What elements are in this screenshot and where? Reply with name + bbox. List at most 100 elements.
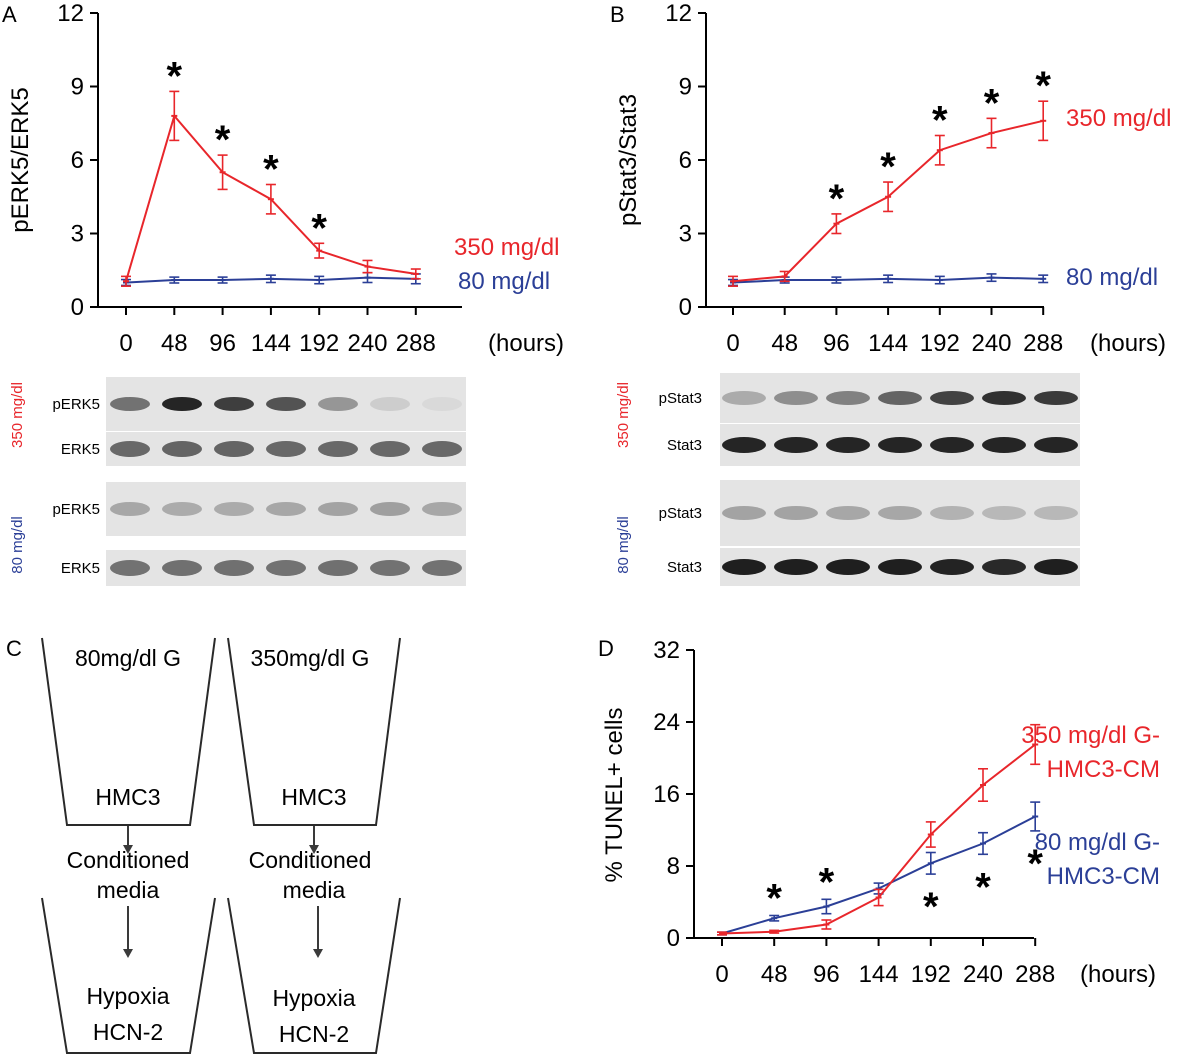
chart-a-x-tick-label: 288 <box>396 330 436 357</box>
chart-a-significance-star: * <box>311 206 327 250</box>
chart-b-y-tick-label: 12 <box>665 0 692 27</box>
blot-b-band <box>722 559 766 575</box>
chart-b-significance-star: * <box>984 81 1000 125</box>
chart-b-y-tick-label: 0 <box>679 294 692 321</box>
chart-a-x-tick-label: 192 <box>299 330 339 357</box>
blot-a-row-label: ERK5 <box>61 560 100 577</box>
blot-a-band <box>214 441 254 457</box>
blot-a-band <box>422 560 462 576</box>
chart-d-series-label: HMC3-CM <box>1047 756 1160 783</box>
blot-a-band <box>266 441 306 457</box>
chart-d-series-label: 350 mg/dl G- <box>1021 722 1160 749</box>
chart-a-x-tick-label: 96 <box>209 330 236 357</box>
blot-a-band <box>318 397 358 411</box>
chart-a-x-tick-label: 144 <box>251 330 291 357</box>
arrowhead-right-2 <box>313 949 323 958</box>
top-dish-left <box>41 637 216 826</box>
blot-b-band <box>1034 391 1078 405</box>
chart-d-y-label: % TUNEL+ cells <box>601 708 628 883</box>
blot-b-band <box>722 391 766 405</box>
chart-a-x-unit: (hours) <box>488 330 564 357</box>
left-media-line-1: Conditioned <box>67 847 190 873</box>
right-media-line-1: Conditioned <box>249 847 372 873</box>
chart-b-significance-star: * <box>932 99 948 143</box>
blot-b-band <box>1034 559 1078 575</box>
chart-d-series-label: 80 mg/dl G- <box>1035 829 1160 856</box>
blot-a-band <box>162 441 202 457</box>
chart-b-x-tick-label: 288 <box>1023 330 1063 357</box>
western-blot-b: pStat3 Stat3 pStat3 Stat3 350 mg/dl 80 mg/dl <box>615 373 1080 586</box>
chart-d-y-tick-label: 32 <box>653 637 680 664</box>
chart-d-significance-star: * <box>975 865 991 909</box>
blot-a-row-label: pERK5 <box>52 396 100 413</box>
chart-d-x-tick-label: 240 <box>963 961 1003 988</box>
blot-a-band <box>162 560 202 576</box>
chart-a-series-label: 80 mg/dl <box>458 268 550 295</box>
blot-a-band <box>266 502 306 516</box>
bottom-dish-left <box>41 897 216 1054</box>
blot-a-band <box>110 502 150 516</box>
chart-a-y-label: pERK5/ERK5 <box>7 87 34 232</box>
top-dish-right <box>227 637 401 826</box>
chart-a-y-tick-label: 6 <box>71 147 84 174</box>
blot-a-band <box>422 397 462 411</box>
blot-a-band <box>214 397 254 411</box>
blot-a-band <box>110 560 150 576</box>
chart-d-y-tick-label: 16 <box>653 781 680 808</box>
blot-a-condition-low: 80 mg/dl <box>9 516 26 574</box>
chart-b-series-label: 80 mg/dl <box>1066 264 1158 291</box>
blot-b-band <box>878 559 922 575</box>
blot-a-band <box>370 397 410 411</box>
blot-b-band <box>878 391 922 405</box>
chart-a-y-tick-label: 9 <box>71 74 84 101</box>
arrowhead-left-2 <box>123 949 133 958</box>
blot-a-band <box>370 560 410 576</box>
chart-b-y-tick-label: 6 <box>679 147 692 174</box>
blot-a-band <box>318 560 358 576</box>
chart-b-significance-star: * <box>880 145 896 189</box>
right-hypoxia-label: Hypoxia <box>272 985 355 1011</box>
right-cell-label: HMC3 <box>281 784 346 810</box>
chart-a-x-tick-label: 48 <box>161 330 188 357</box>
chart-a-significance-star: * <box>167 54 183 98</box>
bottom-dish-right <box>227 897 401 1054</box>
blot-b-band <box>826 559 870 575</box>
left-hcn-label: HCN-2 <box>93 1019 163 1045</box>
blot-a-row-label: pERK5 <box>52 501 100 518</box>
chart-d-significance-star: * <box>923 885 939 929</box>
chart-d-x-tick-label: 144 <box>859 961 899 988</box>
blot-a-band <box>370 441 410 457</box>
chart-b: 0 3 6 9 12 0 48 96 144 192 240 288 (hours) pStat3/Sta… <box>615 0 1171 357</box>
chart-b-significance-star: * <box>1035 64 1051 108</box>
chart-b-series-label: 350 mg/dl <box>1066 105 1171 132</box>
chart-a-significance-star: * <box>215 118 231 162</box>
blot-b-band <box>878 437 922 453</box>
chart-d-y-tick-label: 0 <box>667 925 680 952</box>
blot-a-band <box>266 397 306 411</box>
blot-b-band <box>826 437 870 453</box>
blot-b-band <box>722 437 766 453</box>
chart-b-y-tick-label: 3 <box>679 221 692 248</box>
chart-b-x-unit: (hours) <box>1090 330 1166 357</box>
chart-b-x-tick-label: 0 <box>726 330 739 357</box>
blot-b-row-label: Stat3 <box>667 559 702 576</box>
left-glucose-label: 80mg/dl G <box>75 645 181 671</box>
blot-b-band <box>930 559 974 575</box>
blot-b-condition-low: 80 mg/dl <box>615 516 632 574</box>
blot-a-band <box>214 560 254 576</box>
chart-a-y-tick-label: 3 <box>71 221 84 248</box>
chart-b-x-tick-label: 192 <box>920 330 960 357</box>
blot-b-row-label: Stat3 <box>667 437 702 454</box>
chart-d-x-tick-label: 192 <box>911 961 951 988</box>
western-blot-a: pERK5 ERK5 pERK5 ERK5 350 mg/dl 80 mg/dl <box>9 377 466 586</box>
left-hypoxia-label: Hypoxia <box>86 983 169 1009</box>
panel-label-c: C <box>6 636 22 661</box>
chart-d-series-label: HMC3-CM <box>1047 863 1160 890</box>
blot-b-condition-high: 350 mg/dl <box>615 382 632 448</box>
blot-b-band <box>930 437 974 453</box>
blot-b-band <box>930 391 974 405</box>
blot-b-band <box>878 506 922 520</box>
blot-b-band <box>982 437 1026 453</box>
chart-d: 0 8 16 24 32 0 48 96 144 192 240 288 (hours) % TUNEL+… <box>601 637 1160 988</box>
blot-a-band <box>370 502 410 516</box>
